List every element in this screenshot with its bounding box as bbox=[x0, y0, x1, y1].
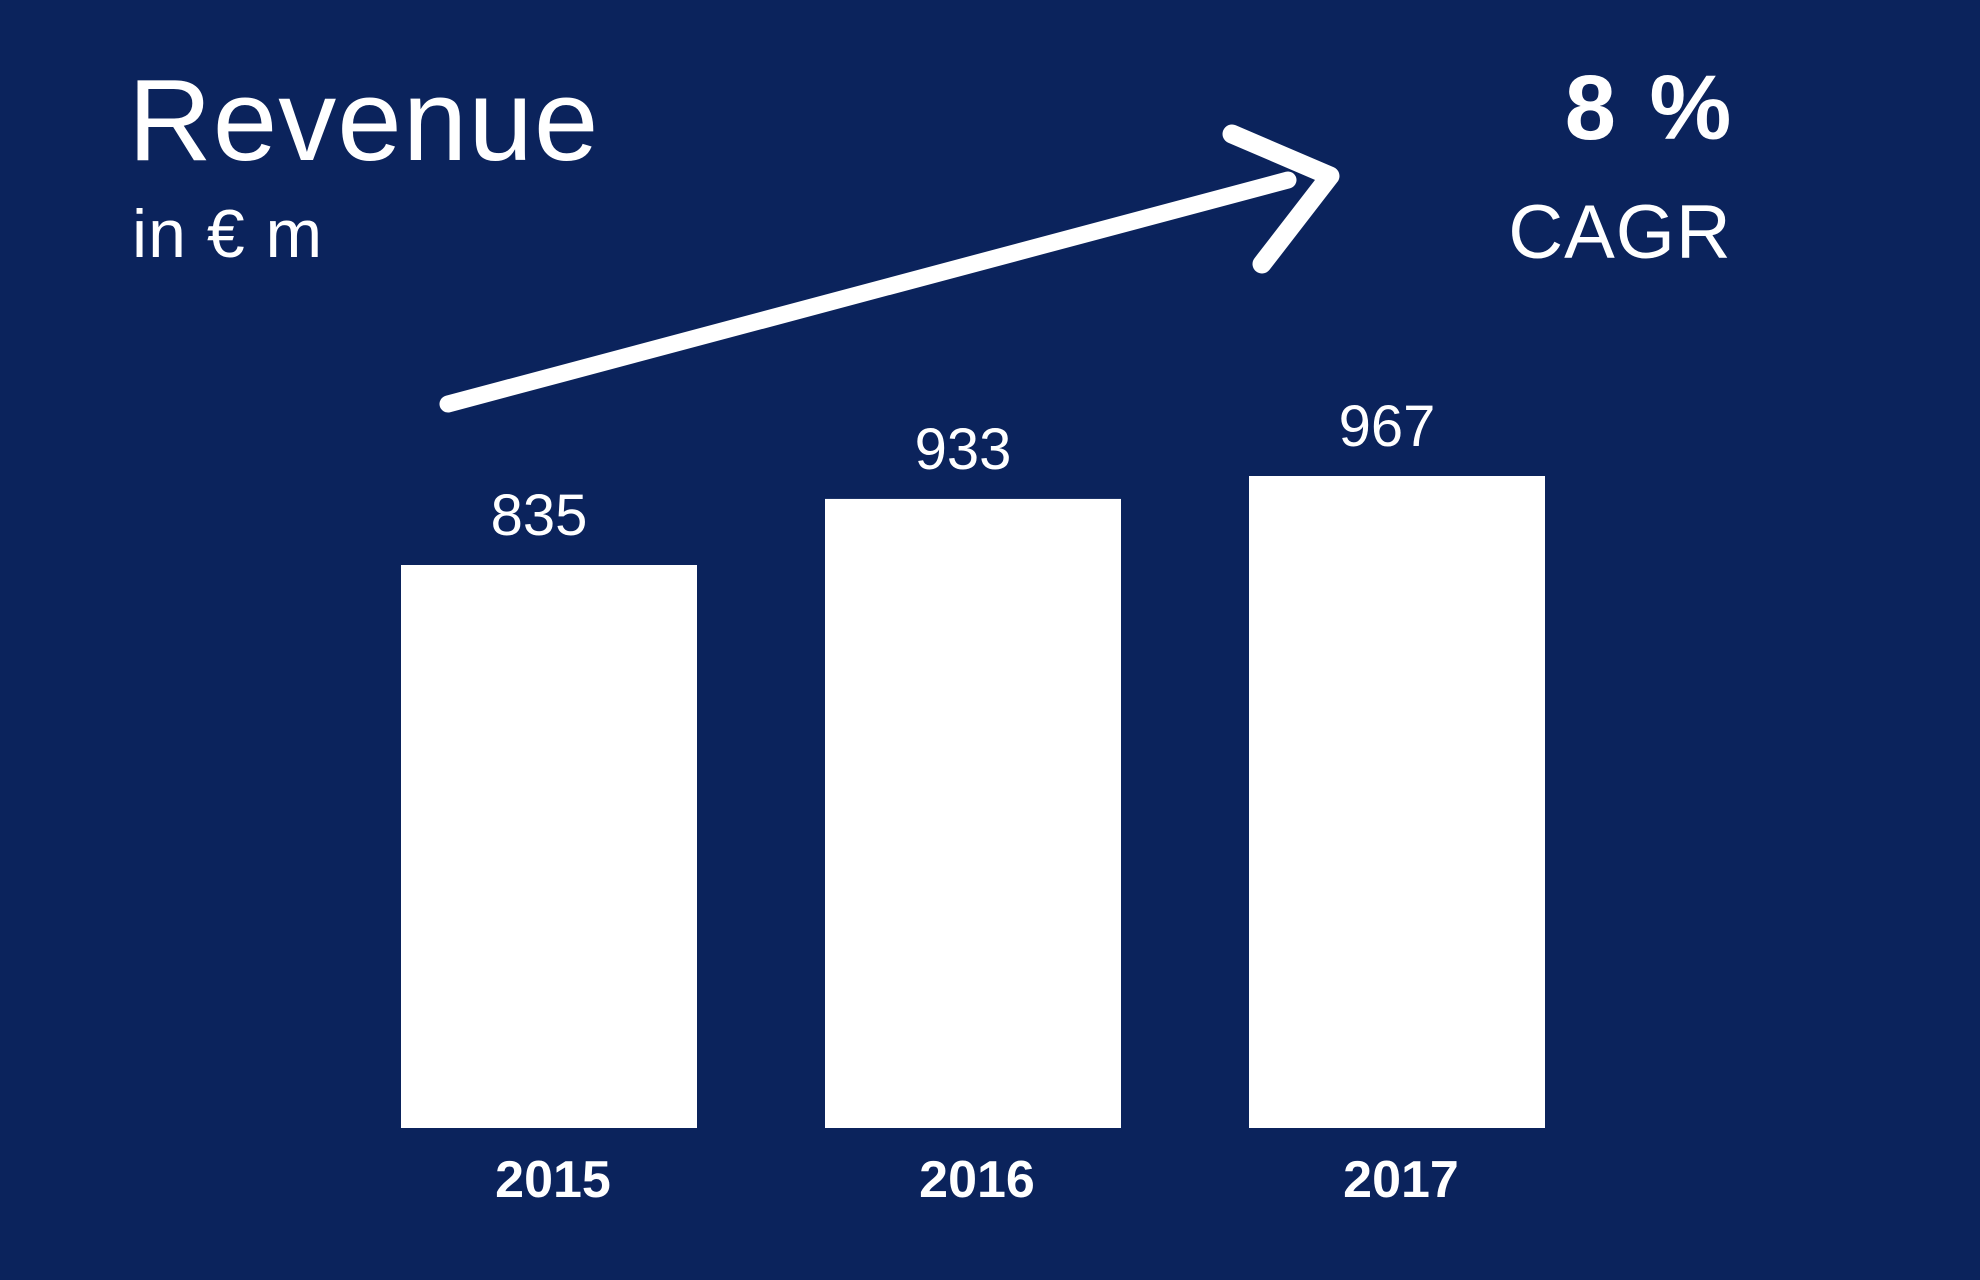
chart-unit-label: in € m bbox=[132, 196, 324, 272]
x-tick-label-2015: 2015 bbox=[495, 1151, 611, 1209]
bar-value-label-2016: 933 bbox=[915, 417, 1012, 482]
bar-2015 bbox=[401, 565, 697, 1128]
bar-2016 bbox=[825, 498, 1121, 1128]
bar-value-label-2017: 967 bbox=[1339, 394, 1436, 459]
bars-layer bbox=[401, 475, 1545, 1129]
cagr-label: CAGR bbox=[1508, 190, 1732, 275]
cagr-value: 8 % bbox=[1564, 57, 1736, 159]
trend-arrow-icon bbox=[439, 124, 1340, 413]
labels-layer: 835 2015 933 2016 967 2017 bbox=[491, 394, 1459, 1209]
x-tick-label-2016: 2016 bbox=[919, 1151, 1035, 1209]
x-tick-label-2017: 2017 bbox=[1343, 1151, 1459, 1209]
bar-value-label-2015: 835 bbox=[491, 483, 588, 548]
bar-2017 bbox=[1249, 475, 1545, 1129]
chart-title: Revenue bbox=[128, 55, 600, 185]
